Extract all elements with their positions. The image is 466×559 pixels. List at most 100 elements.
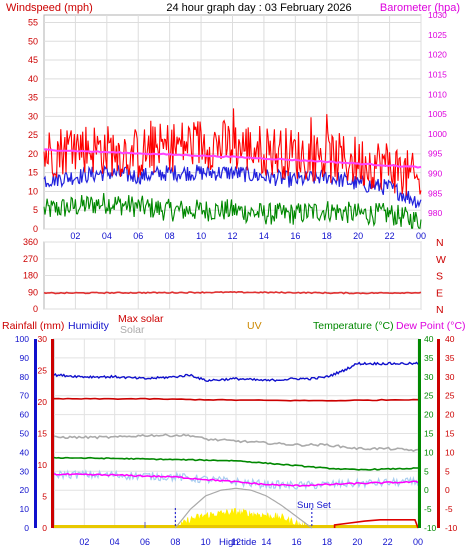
temperature-tick-label: 10 <box>424 447 434 457</box>
lower-x-tick-label: 16 <box>292 537 302 547</box>
solar-line <box>53 433 419 453</box>
direction-line <box>43 290 422 295</box>
wind-tick-label: 10 <box>28 186 38 196</box>
temperature-tick-label: 0 <box>424 485 429 495</box>
solar-label: Solar <box>120 324 145 336</box>
barometer-tick-label: 990 <box>428 169 442 179</box>
sun-set-label: Sun Set <box>297 500 331 511</box>
wind-x-tick-label: 16 <box>290 231 300 241</box>
humidity-tick-label: 90 <box>20 353 30 363</box>
wind-tick-label: 50 <box>28 36 38 46</box>
humidity-tick-label: 30 <box>20 466 30 476</box>
lower-axes: 0102030405060708090100051015202530-10-50… <box>15 334 458 533</box>
direction-tick-label: 360 <box>23 237 38 247</box>
dew-point-tick-label: 15 <box>445 429 455 439</box>
dew-point-line <box>53 472 419 487</box>
barometer-axis-label: Barometer (hpa) <box>380 2 460 14</box>
wind-tick-label: 30 <box>28 111 38 121</box>
barometer-line <box>43 148 422 169</box>
humidity-tick-label: 20 <box>20 485 30 495</box>
direction-tick-label: 180 <box>23 271 38 281</box>
rainfall-tick-label: 15 <box>38 429 48 439</box>
temperature-tick-label: 5 <box>424 466 429 476</box>
humidity-tick-label: 0 <box>24 523 29 533</box>
uv-label: UV <box>247 320 262 332</box>
temperature-tick-label: 35 <box>424 353 434 363</box>
lower-x-tick-label: 10 <box>201 537 211 547</box>
compass-label: E <box>436 287 443 299</box>
rainfall-axis-label: Rainfall (mm) <box>2 320 64 332</box>
lower-x-tick-label: 18 <box>322 537 332 547</box>
wind-x-tick-label: 22 <box>385 231 395 241</box>
wind-tick-label: 25 <box>28 130 38 140</box>
humidity-tick-label: 10 <box>20 504 30 514</box>
dew-point-tick-label: -10 <box>445 523 458 533</box>
direction-tick-label: 0 <box>33 304 38 314</box>
wind-tick-label: 0 <box>33 224 38 234</box>
temperature-axis-bar <box>418 339 421 528</box>
barometer-tick-label: 1025 <box>428 30 447 40</box>
lower-x-tick-label: 06 <box>140 537 150 547</box>
compass-label: W <box>436 254 446 266</box>
wind-x-tick-label: 04 <box>102 231 112 241</box>
wind-x-tick-label: 18 <box>322 231 332 241</box>
wind-tick-label: 5 <box>33 205 38 215</box>
barometer-tick-label: 995 <box>428 149 442 159</box>
wind-x-tick-label: 10 <box>196 231 206 241</box>
barometer-tick-label: 1020 <box>428 50 447 60</box>
wind-x-tick-label: 20 <box>353 231 363 241</box>
lower-x-tick-label: 14 <box>261 537 271 547</box>
lower-series <box>53 361 419 529</box>
dew-point-tick-label: 5 <box>445 466 450 476</box>
lower-x-tick-label: 04 <box>110 537 120 547</box>
compass-label: S <box>436 271 443 283</box>
humidity-line <box>53 361 419 383</box>
compass-label: N <box>436 237 444 249</box>
lower-x-tick-label: 02 <box>79 537 89 547</box>
barometer-tick-label: 1000 <box>428 129 447 139</box>
humidity-tick-label: 60 <box>20 410 30 420</box>
rainfall-tick-label: 0 <box>42 523 47 533</box>
lower-x-tick-label: 08 <box>170 537 180 547</box>
humidity-tick-label: 80 <box>20 372 30 382</box>
barometer-tick-label: 1010 <box>428 89 447 99</box>
wind-grid <box>44 15 422 230</box>
temperature-tick-label: 15 <box>424 429 434 439</box>
humidity-axis-bar <box>34 339 37 528</box>
temperature-line <box>53 456 418 471</box>
direction-left-ticks: 0 90 180 270 360 <box>23 237 38 314</box>
barometer-tick-label: 1005 <box>428 109 447 119</box>
barometer-tick-label: 1030 <box>428 10 447 20</box>
dew-point-tick-label: 10 <box>445 447 455 457</box>
humidity-tick-label: 40 <box>20 447 30 457</box>
temperature-tick-label: -5 <box>424 504 432 514</box>
dew-point-tick-label: 20 <box>445 410 455 420</box>
wind-tick-label: 45 <box>28 55 38 65</box>
wind-tick-label: 55 <box>28 18 38 28</box>
dew-point-tick-label: -5 <box>445 504 453 514</box>
rainfall-axis-bar <box>51 339 54 528</box>
wind-tick-label: 40 <box>28 74 38 84</box>
humidity-axis-label: Humidity <box>68 320 110 332</box>
rainfall-tick-label: 10 <box>38 460 48 470</box>
lower-x-tick-label: 20 <box>352 537 362 547</box>
dew-point-tick-label: 35 <box>445 353 455 363</box>
wind-right-ticks: 980 985 990 995 1000 1005 1010 1015 1020 1025 1030 <box>428 10 447 218</box>
dew-point-tick-label: 25 <box>445 391 455 401</box>
wind-x-tick-label: 08 <box>165 231 175 241</box>
rain-rate-line <box>333 519 419 529</box>
lower-x-tick-label: 22 <box>383 537 393 547</box>
temperature-tick-label: -10 <box>424 523 437 533</box>
lower-x-tick-label: 12 <box>231 537 241 547</box>
wind-x-tick-label: 14 <box>259 231 269 241</box>
dew-point-axis-bar <box>437 339 440 528</box>
direction-tick-label: 270 <box>23 254 38 264</box>
rainfall-tick-label: 25 <box>38 366 48 376</box>
temperature-tick-label: 25 <box>424 391 434 401</box>
wind-tick-label: 20 <box>28 149 38 159</box>
humidity-tick-label: 50 <box>20 429 30 439</box>
max-solar-label: Max solar <box>118 313 164 325</box>
rainfall-line <box>53 397 419 402</box>
wind-left-ticks: 0 5 10 15 20 25 30 35 40 45 50 55 <box>28 18 38 234</box>
